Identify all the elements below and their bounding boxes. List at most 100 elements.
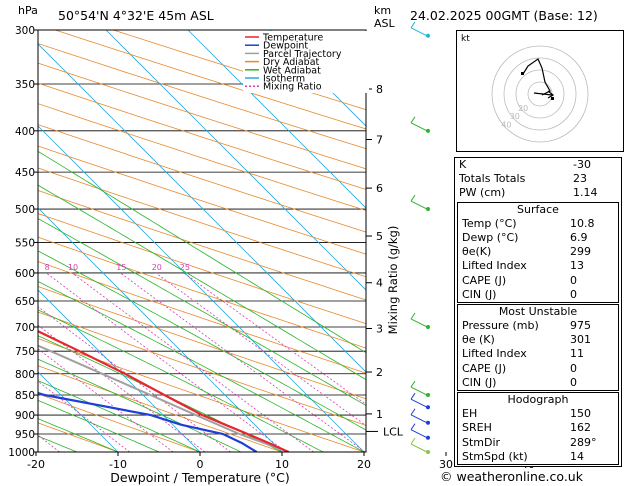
wind-barb-dot	[426, 420, 430, 425]
wet-adiabat-line	[38, 184, 366, 381]
hodograph-title: Hodograph	[507, 393, 569, 407]
station-label: 50°54'N 4°32'E 45m ASL	[58, 8, 214, 23]
index-label: StmDir	[462, 435, 501, 449]
index-row: Pressure (mb) 975	[458, 319, 618, 333]
lcl-label: LCL	[383, 425, 404, 438]
mixing-ratio-line	[38, 348, 174, 452]
dry-adiabat-line	[38, 236, 366, 349]
pressure-tick-label: 350	[15, 79, 35, 91]
legend-label: Dewpoint	[263, 41, 308, 52]
legend-label: Mixing Ratio	[263, 82, 322, 93]
x-axis-label: Dewpoint / Temperature (°C)	[110, 470, 289, 485]
wind-barb-dot	[426, 435, 430, 440]
wind-barb	[410, 312, 428, 328]
mixing-ratio-line	[45, 272, 287, 452]
wet-adiabat-line	[38, 309, 324, 452]
wind-barb-dot	[426, 450, 430, 454]
index-label: SREH	[462, 421, 492, 435]
index-label: Pressure (mb)	[462, 319, 539, 333]
datetime-label: 24.02.2025 00GMT (Base: 12)	[410, 8, 598, 23]
index-row: Totals Totals 23	[455, 172, 621, 186]
index-value: 10.8	[570, 216, 595, 230]
wind-barb-dot	[426, 324, 430, 329]
index-label: θe (K)	[462, 333, 495, 347]
mixing-ratio-label: 20	[152, 263, 162, 272]
dry-adiabat-line	[38, 62, 366, 170]
mixing-ratio-line	[71, 272, 314, 452]
temp-tick-label: 0	[197, 458, 204, 471]
temp-tick-label: 10	[275, 458, 289, 471]
km-tick-label: 4	[376, 277, 383, 290]
dry-adiabat-line	[38, 124, 366, 233]
hodograph-ring-label: 20	[518, 104, 528, 113]
temperature-profile	[38, 330, 290, 452]
temp-tick-label: 20	[357, 458, 371, 471]
isotherm-line	[38, 43, 366, 373]
km-tick-label: 7	[376, 133, 383, 146]
most-unstable-title: Most Unstable	[498, 304, 578, 318]
pressure-tick-label: 1000	[8, 447, 35, 459]
index-label: θe(K)	[462, 245, 492, 259]
index-value: 301	[570, 333, 591, 347]
pressure-tick-label: 950	[15, 429, 35, 441]
hodograph-ring-label: 30	[510, 112, 520, 121]
wind-barb	[410, 194, 428, 210]
index-label: CAPE (J)	[462, 361, 507, 375]
index-value: 0	[570, 361, 577, 375]
dry-adiabat-line	[38, 43, 366, 150]
wet-adiabat-line	[38, 358, 242, 452]
pressure-tick-label: 450	[15, 167, 35, 179]
index-row: StmDir 289°	[458, 436, 618, 450]
index-label: Temp (°C)	[462, 216, 517, 230]
mixing-ratio-label: 15	[116, 263, 126, 272]
mixing-ratio-line	[155, 272, 366, 427]
wet-adiabat-line	[38, 218, 366, 407]
wind-barb-dot	[426, 207, 430, 212]
index-row: Dewp (°C) 6.9	[458, 231, 618, 245]
isotherm-line	[38, 371, 119, 452]
temp-tick-label: 30	[439, 458, 453, 471]
wind-barb	[410, 423, 428, 439]
wet-adiabat-line	[38, 399, 160, 452]
dry-adiabat-line	[38, 286, 366, 400]
pressure-tick-label: 600	[15, 268, 35, 280]
temp-tick-label: -10	[109, 458, 127, 471]
index-row: EH 150	[458, 407, 618, 421]
index-value: 289°	[570, 435, 597, 449]
index-row: StmSpd (kt) 14	[458, 450, 618, 464]
km-label: km	[374, 4, 392, 17]
asl-label: ASL	[374, 17, 395, 30]
pressure-tick-label: 300	[15, 25, 35, 37]
hodograph-ring-label: 40	[501, 121, 511, 130]
dry-adiabat-line	[38, 82, 366, 190]
pressure-tick-label: 800	[15, 369, 35, 381]
dry-adiabat-line	[38, 365, 283, 452]
wet-adiabat-line	[38, 281, 365, 452]
index-value: 13	[570, 259, 584, 273]
plot-frame	[37, 29, 367, 453]
pressure-tick-label: 700	[15, 322, 35, 334]
wind-barb	[410, 408, 428, 424]
pressure-tick-label: 500	[15, 204, 35, 216]
km-tick-label: 3	[376, 322, 383, 335]
hodograph-start-marker	[521, 72, 524, 75]
index-row: CIN (J) 0	[458, 376, 618, 390]
index-row: Lifted Index 13	[458, 259, 618, 273]
index-value: 0	[570, 273, 577, 287]
index-value: 23	[573, 172, 587, 186]
wind-barb	[410, 380, 428, 396]
index-label: StmSpd (kt)	[462, 449, 528, 463]
indices-table: K -30 Totals Totals 23 PW (cm) 1.14 Surface T…	[454, 157, 622, 467]
hodograph-kt-label: kt	[461, 34, 470, 44]
index-value: 14	[570, 449, 584, 463]
mixing-ratio-label: 25	[180, 263, 190, 272]
dry-adiabat-line	[38, 338, 365, 452]
hodograph-ring	[503, 57, 577, 131]
km-tick-label: 1	[376, 408, 383, 421]
surface-title: Surface	[517, 202, 559, 216]
index-value: 975	[570, 319, 591, 333]
index-label: Dewp (°C)	[462, 230, 519, 244]
wind-barb-dot	[426, 393, 430, 398]
wind-barb	[410, 116, 428, 132]
